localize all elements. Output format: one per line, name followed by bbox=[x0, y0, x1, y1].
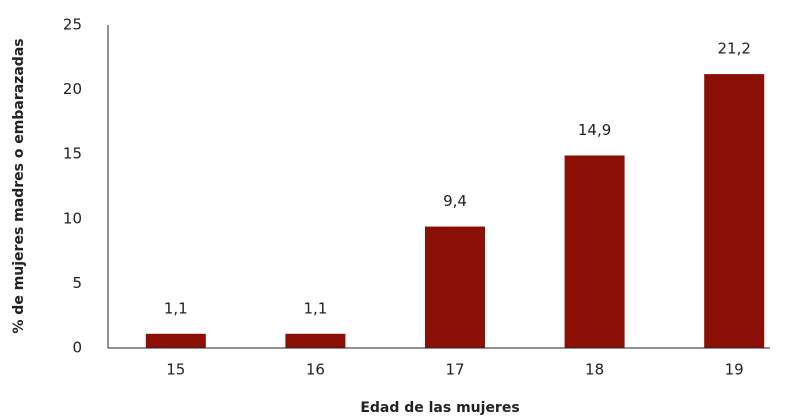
y-tick-label: 20 bbox=[63, 80, 82, 98]
bar bbox=[145, 333, 206, 348]
value-label: 1,1 bbox=[303, 299, 327, 317]
y-tick-label: 10 bbox=[63, 209, 82, 227]
y-tick-label: 0 bbox=[72, 339, 82, 357]
value-label: 21,2 bbox=[717, 40, 750, 58]
x-axis-title: Edad de las mujeres bbox=[360, 400, 519, 416]
x-tick-label: 18 bbox=[585, 361, 604, 379]
bar bbox=[564, 155, 625, 348]
y-tick-label: 25 bbox=[63, 16, 82, 34]
x-tick-label: 15 bbox=[166, 361, 185, 379]
bar bbox=[285, 333, 346, 348]
value-label: 1,1 bbox=[164, 299, 188, 317]
bar bbox=[425, 226, 485, 348]
x-tick-label: 16 bbox=[306, 361, 325, 379]
value-label: 14,9 bbox=[578, 121, 611, 139]
y-axis-title: % de mujeres madres o embarazadas bbox=[11, 38, 27, 333]
bar bbox=[704, 74, 765, 348]
y-tick-label: 15 bbox=[63, 145, 82, 163]
x-tick-label: 19 bbox=[725, 361, 744, 379]
value-label: 9,4 bbox=[443, 192, 467, 210]
x-tick-label: 17 bbox=[445, 361, 464, 379]
y-tick-label: 5 bbox=[72, 274, 82, 292]
